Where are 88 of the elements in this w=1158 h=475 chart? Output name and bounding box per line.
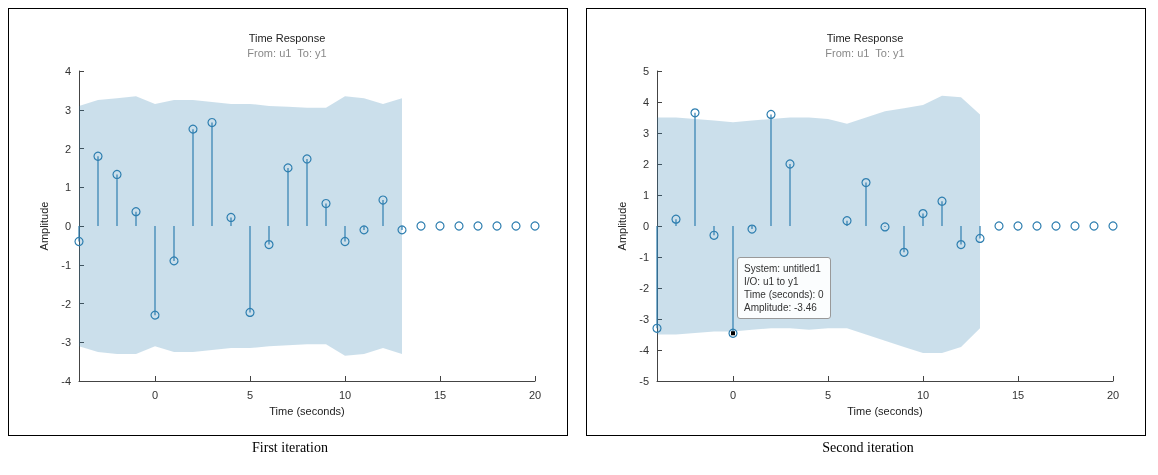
chart-subtitle: From: u1 To: y1 [247,46,327,59]
y-tick-label: -1 [639,251,649,263]
y-tick-label: -3 [639,313,649,325]
point [994,221,1004,231]
point [899,247,909,257]
point [359,225,369,235]
y-tick-label: 0 [642,220,649,232]
callout-box: System: untitled1 I/O: u1 to y1 Time (seconds): 0 Amplitude: -3.46 [737,257,831,320]
y-tick-label: 1 [64,181,71,194]
point [416,221,426,231]
point [74,236,84,247]
point [150,310,160,320]
y-tick-label: 3 [64,103,71,116]
point [530,221,540,231]
point [511,221,521,231]
point [880,222,890,232]
x-tick-label: 0 [729,388,737,401]
x-axis-title: Time (seconds) [269,404,345,417]
point [492,221,502,231]
point [1070,221,1080,231]
point [842,216,852,226]
point [226,212,236,223]
y-tick-label: 4 [64,65,71,77]
point [188,124,198,134]
point [131,207,141,217]
point [169,256,179,266]
point [861,178,871,188]
y-tick-label: 0 [64,220,71,232]
point [785,159,795,169]
point [245,307,255,318]
point [1089,221,1099,231]
point [747,224,757,234]
y-tick-label: -4 [639,344,649,356]
point [112,169,122,180]
text: Second iteration [821,440,915,456]
point [956,240,966,250]
y-tick-label: -3 [61,336,71,349]
point [207,117,217,128]
x-tick-label: 15 [1011,388,1025,401]
point [652,323,662,333]
point [1032,221,1042,231]
point [690,108,700,118]
point [473,221,483,231]
y-tick-label: 5 [642,65,649,77]
chart-title: Time Response [826,31,904,44]
x-tick-label: 0 [151,388,159,401]
point [454,221,464,231]
x-tick-label: 20 [1106,388,1120,401]
y-tick-label: -2 [639,282,649,294]
point [378,195,388,205]
y-tick-label: -5 [639,375,649,387]
x-tick-label: 15 [433,388,447,401]
y-tick-label: 2 [642,158,649,170]
point [766,109,776,119]
y-axis-title: Amplitude [615,201,628,251]
point [671,214,681,224]
x-tick-label: 20 [528,388,542,401]
chart-title: Time Response [248,31,326,44]
x-tick-label: 10 [916,388,930,401]
y-tick-label: 1 [642,189,649,201]
point [918,209,928,219]
point [1108,221,1118,231]
point [302,154,312,164]
point [264,240,274,250]
point [435,221,445,231]
point [1013,221,1023,231]
y-axis-title: Amplitude [37,201,50,251]
text: First iteration [251,440,329,456]
y-tick-label: 2 [64,142,71,155]
point [937,196,947,206]
x-tick-label: 5 [824,388,832,401]
x-tick-label: 5 [246,388,254,401]
point [397,225,407,235]
chart-subtitle: From: u1 To: y1 [825,46,905,59]
x-tick-label: 10 [338,388,352,401]
y-tick-label: -1 [61,258,71,271]
point [340,236,350,247]
point [975,233,985,243]
x-axis-title: Time (seconds) [847,404,923,417]
y-tick-label: 3 [642,127,649,139]
point [321,198,331,209]
point [93,151,103,161]
point [709,230,719,240]
y-tick-label: -4 [61,375,71,387]
y-tick-label: 4 [642,96,649,108]
point [283,163,293,173]
point [1051,221,1061,231]
y-tick-label: -2 [61,297,71,310]
